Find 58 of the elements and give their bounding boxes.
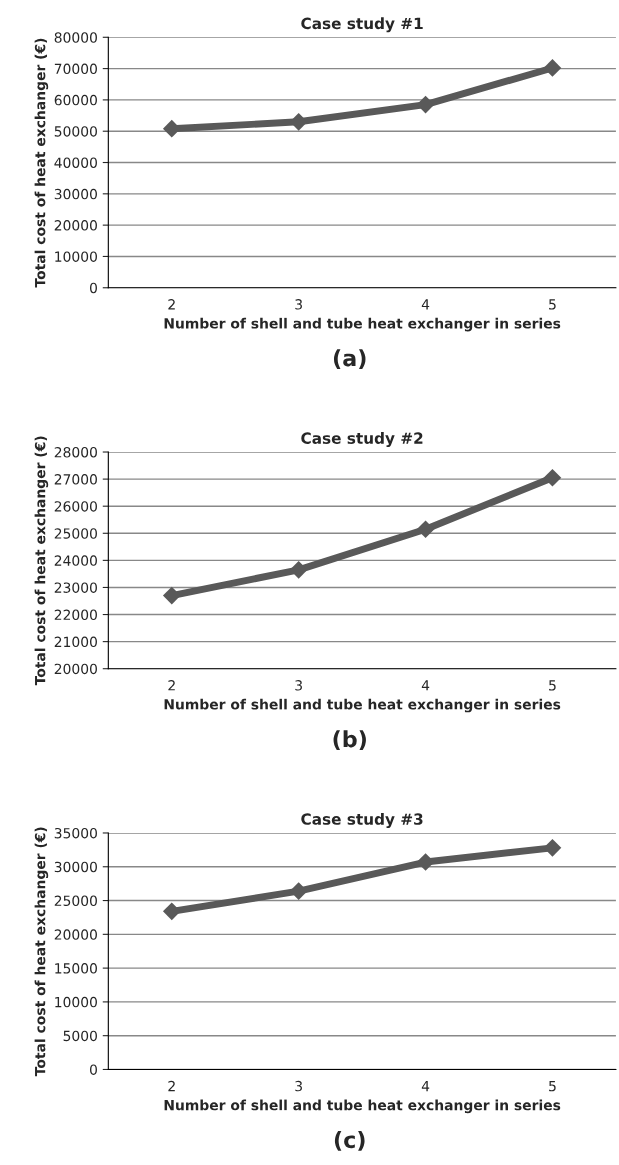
chart-title: Case study #1	[301, 17, 423, 33]
chart-title: Case study #3	[301, 813, 423, 828]
y-tick-label: 23000	[54, 582, 97, 593]
x-axis-title: Number of shell and tube heat exchanger in series	[164, 317, 561, 332]
x-tick-label: 2	[168, 680, 175, 691]
x-axis-title: Number of shell and tube heat exchanger in series	[164, 698, 561, 713]
x-tick-label: 3	[295, 680, 302, 691]
y-tick-label: 28000	[54, 446, 97, 458]
y-tick-label: 80000	[54, 32, 97, 43]
x-tick-label: 3	[295, 299, 302, 310]
x-tick-label: 2	[168, 1080, 175, 1092]
y-tick-label: 30000	[54, 188, 97, 200]
point	[162, 902, 181, 921]
y-tick-label: 15000	[55, 963, 97, 974]
y-axis-title: Total cost of heat exchanger (€)	[34, 436, 49, 686]
y-tick-label: 0	[89, 1064, 97, 1075]
y-tick-label: 35000	[54, 827, 97, 839]
y-axis-title: Total cost of heat exchanger (€)	[34, 827, 49, 1077]
x-tick-label: 2	[168, 299, 175, 310]
chart-title: Case study #2	[301, 432, 423, 447]
y-tick-label: 21000	[54, 636, 97, 648]
point	[416, 95, 435, 114]
y-tick-label: 0	[89, 282, 97, 294]
y-tick-label: 50000	[54, 126, 97, 137]
y-axis-title: Total cost of heat exchanger (€)	[34, 38, 49, 288]
y-tick-label: 5000	[63, 1030, 97, 1042]
text: (c)	[334, 1130, 365, 1151]
y-tick-label: 24000	[54, 555, 97, 566]
y-tick-label: 25000	[54, 528, 97, 539]
y-tick-label: 22000	[54, 609, 97, 621]
y-tick-label: 30000	[54, 861, 97, 873]
y-tick-label: 40000	[54, 157, 97, 168]
point	[543, 59, 562, 77]
point	[543, 839, 562, 857]
y-tick-label: 20000	[54, 220, 97, 231]
y-tick-label: 10000	[55, 996, 97, 1008]
x-tick-label: 5	[549, 680, 556, 691]
point	[543, 468, 562, 487]
y-tick-label: 70000	[54, 63, 97, 75]
y-tick-label: 25000	[54, 895, 97, 907]
x-tick-label: 4	[421, 1081, 430, 1092]
x-axis-title: Number of shell and tube heat exchanger in series	[164, 1099, 561, 1114]
x-tick-label: 5	[549, 299, 556, 310]
x-tick-label: 4	[421, 299, 430, 310]
point	[162, 586, 181, 605]
text: (a)	[333, 349, 366, 370]
text: (b)	[333, 730, 366, 750]
y-tick-label: 20000	[54, 929, 97, 940]
x-tick-label: 3	[295, 1080, 302, 1092]
x-tick-label: 4	[421, 680, 430, 691]
y-tick-label: 60000	[54, 94, 97, 106]
y-tick-label: 20000	[54, 663, 97, 675]
y-tick-label: 10000	[55, 251, 97, 262]
point	[289, 561, 308, 579]
point	[416, 520, 435, 539]
y-tick-label: 26000	[54, 501, 97, 512]
x-tick-label: 5	[549, 1081, 556, 1092]
y-tick-label: 27000	[54, 474, 97, 485]
